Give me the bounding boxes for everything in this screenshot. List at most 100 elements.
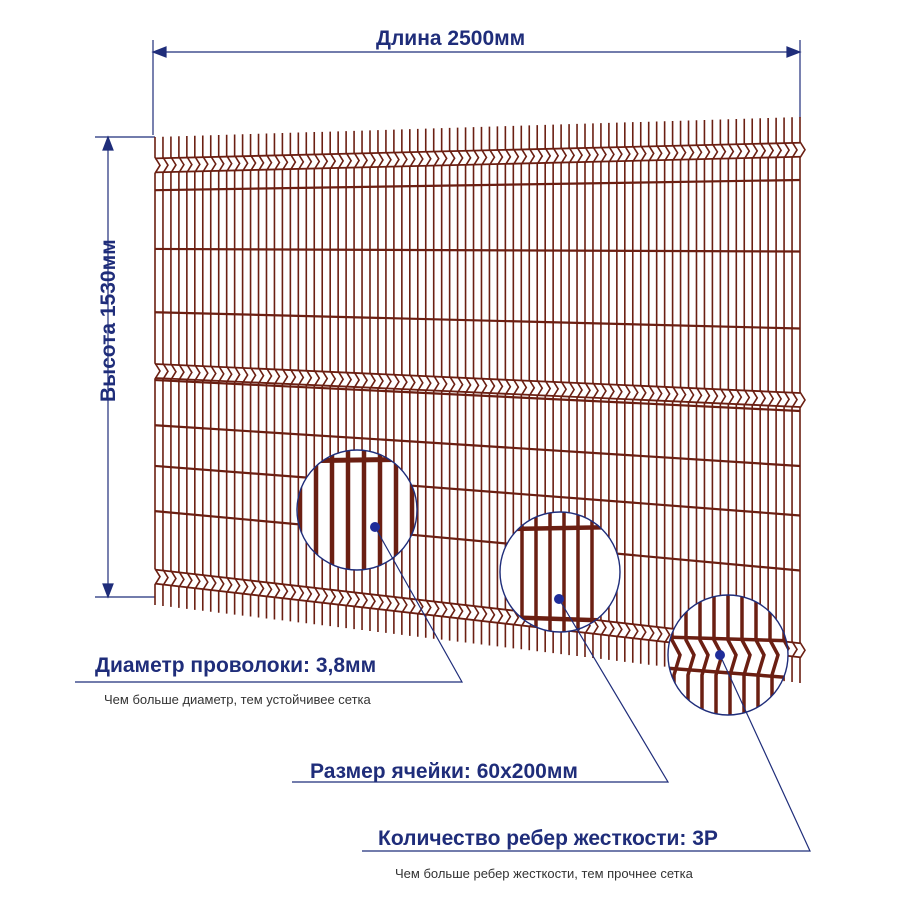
length-dimension (151, 40, 802, 135)
wire (767, 117, 775, 680)
wire (305, 132, 313, 624)
wire (154, 464, 801, 517)
wire (194, 135, 201, 610)
wire-diameter-note: Чем больше диаметр, тем устойчивее сетка (104, 692, 371, 707)
wire (799, 117, 806, 683)
wire (432, 128, 440, 639)
wire (472, 127, 480, 644)
leader-ribs (362, 654, 811, 852)
leader-lines (75, 526, 811, 852)
wire (281, 133, 289, 621)
wire (740, 595, 752, 715)
wire (695, 120, 703, 671)
wire (393, 129, 400, 634)
wire (225, 134, 233, 614)
wire (369, 130, 376, 631)
wire (703, 119, 711, 672)
wire (154, 311, 801, 330)
wire (663, 121, 671, 667)
wire (401, 129, 408, 635)
wire (512, 125, 520, 649)
wire (217, 135, 225, 613)
wire (727, 119, 735, 675)
wire (624, 122, 631, 662)
wire (698, 595, 710, 715)
wire (424, 128, 432, 638)
wire (337, 131, 345, 628)
wire (735, 118, 743, 676)
wire (711, 119, 719, 673)
wire (329, 131, 337, 627)
wire (201, 135, 209, 611)
wire (313, 132, 321, 625)
leader-cell-size (292, 598, 670, 783)
wire (679, 120, 687, 669)
wire (592, 123, 599, 658)
wire (154, 363, 801, 394)
wire (154, 510, 801, 572)
wire (480, 126, 488, 645)
welded-mesh-panel (154, 117, 806, 683)
wire (488, 126, 496, 646)
wire (241, 134, 249, 616)
wire (154, 141, 801, 160)
wire (751, 118, 759, 678)
wire (297, 456, 417, 464)
wire (631, 122, 639, 663)
wire (616, 122, 623, 661)
wire (289, 132, 297, 622)
wire (584, 123, 591, 657)
wire (353, 130, 361, 630)
wire (257, 133, 265, 618)
wire (440, 128, 448, 640)
wire (154, 377, 801, 408)
wire (608, 122, 615, 660)
wire (668, 635, 788, 643)
wire (647, 121, 655, 665)
wire (684, 595, 696, 715)
wire (178, 136, 185, 608)
wire (504, 126, 512, 648)
wire (759, 118, 767, 679)
wire (162, 136, 169, 606)
wire (377, 130, 384, 632)
wire-diameter-title: Диаметр проволоки: 3,8мм (95, 654, 377, 677)
wire (361, 130, 368, 631)
wire (668, 666, 788, 680)
wire (154, 424, 801, 468)
wire (154, 378, 801, 413)
dot-ribs (715, 650, 725, 660)
wire (345, 131, 353, 629)
wire (154, 155, 801, 174)
wire (409, 129, 416, 636)
wire (687, 120, 695, 670)
wire (233, 134, 241, 615)
wire (385, 129, 392, 633)
wire (639, 121, 647, 664)
wire (186, 136, 193, 609)
wire (600, 123, 607, 659)
wire (416, 128, 424, 637)
length-label: Длина 2500мм (376, 27, 526, 50)
wire (209, 135, 217, 612)
wire (791, 117, 798, 683)
wire (743, 118, 751, 677)
dot-wire-diameter (370, 522, 380, 532)
wire (464, 127, 472, 643)
wire (297, 132, 305, 623)
dot-cell-size (554, 594, 564, 604)
wire (265, 133, 273, 619)
wire (321, 131, 329, 626)
zoom-circle-wire-diameter (296, 449, 418, 571)
wire (783, 117, 791, 682)
wire (456, 127, 464, 642)
wire (671, 120, 679, 668)
wire (170, 136, 177, 607)
cell-size-title: Размер ячейки: 60х200мм (310, 760, 578, 783)
wire (249, 134, 257, 617)
wire (655, 121, 663, 666)
leader-dots (370, 522, 725, 660)
wire (768, 595, 780, 715)
height-dimension (95, 135, 155, 599)
